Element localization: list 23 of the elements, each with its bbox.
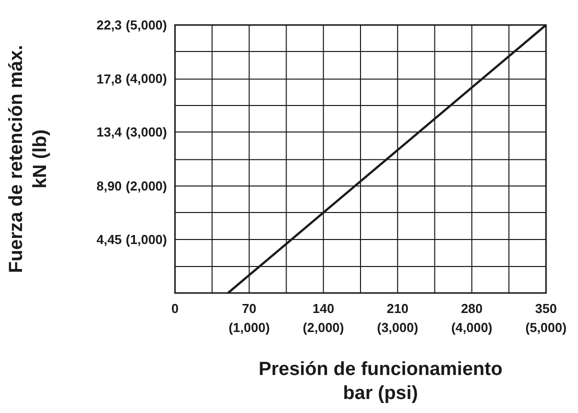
y-tick-label: 13,4: [96, 124, 123, 140]
x-tick-label: 280: [460, 301, 483, 316]
y-tick-label: 4,45: [96, 232, 122, 248]
x2-tick-label: (5,000): [525, 320, 567, 335]
x-axis-title: Presión de funcionamiento bar (psi): [258, 359, 502, 404]
x-tick-label: 140: [312, 301, 334, 316]
y2-tick-label: (5,000): [126, 18, 167, 32]
x-tick-label: 70: [242, 301, 256, 316]
y2-tick-label: (2,000): [126, 178, 167, 194]
y2-tick-label: (1,000): [126, 232, 167, 247]
x-tick-label: 210: [386, 301, 408, 316]
x-tick-label: 350: [535, 301, 557, 316]
x-tick-label: 0: [171, 301, 179, 316]
x2-tick-label: (3,000): [377, 320, 418, 335]
y2-tick-label: (4,000): [126, 71, 167, 86]
y-tick-label: 22,3: [96, 18, 122, 32]
y2-tick-label: (3,000): [126, 124, 167, 140]
y-tick-label: 8,90: [96, 178, 122, 194]
y-tick-label: 17,8: [96, 72, 122, 87]
x2-tick-label: (4,000): [451, 320, 492, 335]
x2-tick-label: (2,000): [302, 320, 344, 335]
y-axis-title: Fuerza de retención máx. kN (lb): [6, 44, 51, 274]
x2-tick-label: (1,000): [228, 320, 270, 335]
